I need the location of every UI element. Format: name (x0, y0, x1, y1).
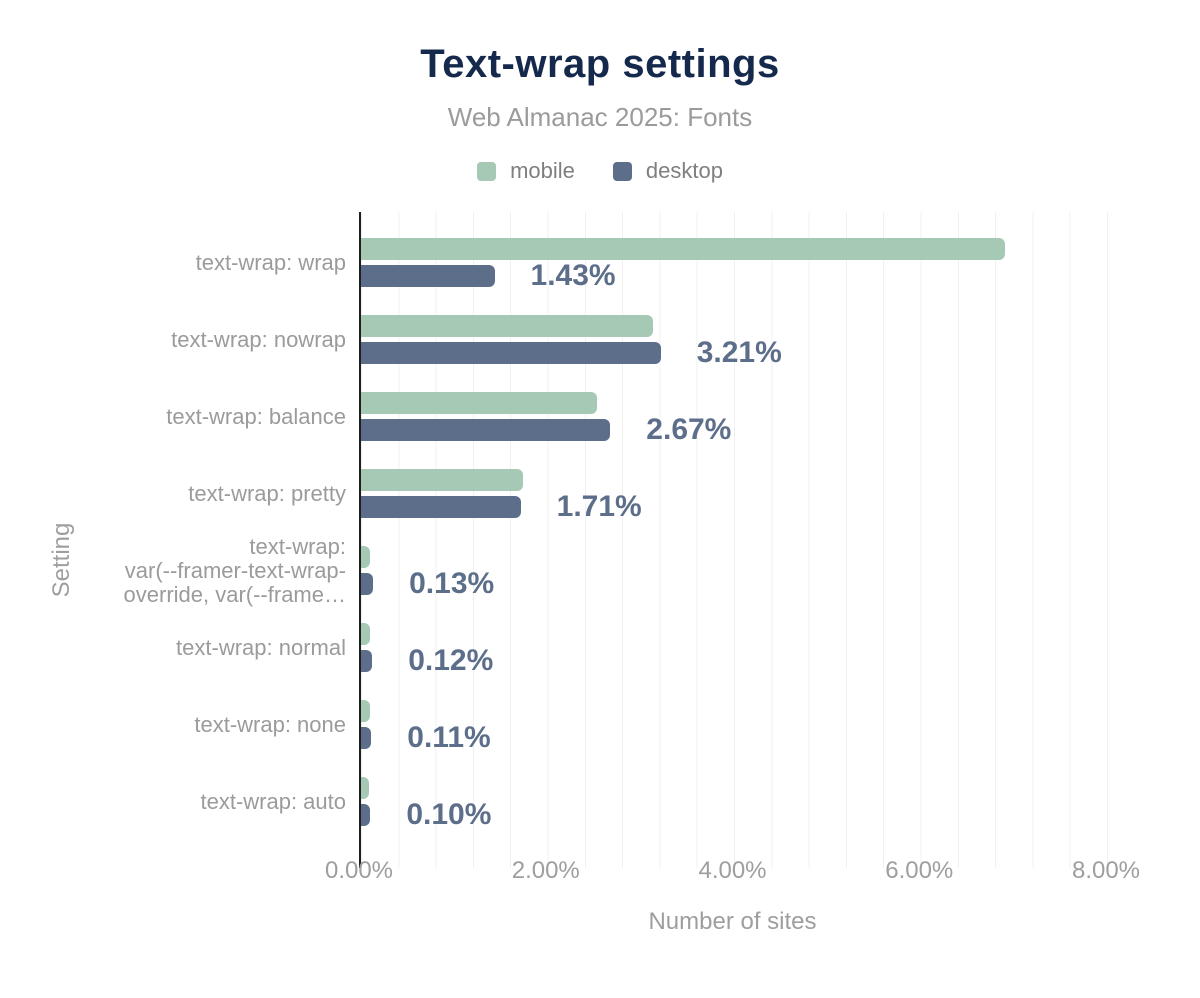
category-label: text-wrap: wrap (195, 249, 346, 275)
plot-area: 1.43% 3.21% 2.67% 1.71% 0.13% 0.12% 0.11% 0.10% (359, 212, 1108, 868)
legend-item-mobile[interactable]: mobile (477, 158, 575, 184)
x-axis-ticks: 0.00% 2.00% 4.00% 6.00% 8.00% (325, 857, 1140, 885)
category-label-row: text-wrap: var(--framer-text-wrap-overrid… (0, 532, 346, 609)
legend: mobile desktop (0, 158, 1200, 184)
bar-group: 1.43% (361, 224, 1108, 301)
bar-desktop[interactable] (361, 419, 611, 441)
category-label: text-wrap: var(--framer-text-wrap-overrid… (123, 533, 346, 607)
category-label-row: text-wrap: nowrap (0, 301, 346, 378)
x-tick-label: 2.00% (511, 857, 580, 884)
bar-desktop[interactable] (361, 342, 661, 364)
x-tick-label: 0.00% (324, 857, 394, 884)
bar-group: 3.21% (361, 301, 1108, 378)
legend-label-mobile: mobile (510, 158, 575, 183)
bar-desktop-row: 2.67% (361, 413, 1108, 446)
x-tick-label: 4.00% (698, 857, 767, 884)
bar-desktop[interactable] (361, 573, 374, 595)
value-label: 0.13% (409, 567, 495, 600)
bar-mobile[interactable] (361, 546, 371, 568)
bar-desktop[interactable] (361, 650, 373, 672)
bar-group: 0.11% (361, 686, 1108, 763)
legend-item-desktop[interactable]: desktop (612, 158, 723, 184)
category-label: text-wrap: none (194, 711, 346, 737)
bar-group: 0.12% (361, 609, 1108, 686)
bar-desktop-row: 0.11% (361, 721, 1108, 754)
bar-mobile[interactable] (361, 623, 371, 645)
bar-desktop[interactable] (361, 804, 371, 826)
bar-desktop[interactable] (361, 496, 521, 518)
chart-title: Text-wrap settings (420, 42, 780, 86)
bar-desktop[interactable] (361, 727, 372, 749)
category-label: text-wrap: balance (166, 403, 346, 429)
bar-mobile[interactable] (361, 392, 598, 414)
bar-desktop-row: 0.13% (361, 567, 1108, 600)
bar-desktop-row: 0.10% (361, 798, 1108, 831)
value-label: 3.21% (696, 336, 782, 369)
category-label: text-wrap: normal (176, 634, 346, 660)
value-label: 0.11% (407, 721, 491, 754)
bar-desktop-row: 1.71% (361, 490, 1108, 523)
chart-subtitle: Web Almanac 2025: Fonts (447, 102, 753, 132)
x-tick-label: 8.00% (1071, 857, 1141, 884)
category-label-row: text-wrap: normal (0, 609, 346, 686)
category-label-row: text-wrap: balance (0, 378, 346, 455)
category-labels: text-wrap: wrap text-wrap: nowrap text-wra… (0, 224, 346, 840)
category-label: text-wrap: auto (200, 788, 346, 814)
value-label: 2.67% (646, 413, 732, 446)
bar-mobile[interactable] (361, 777, 370, 799)
bar-mobile[interactable] (361, 700, 371, 722)
category-label-row: text-wrap: auto (0, 763, 346, 840)
value-label: 1.43% (530, 259, 616, 292)
category-label-row: text-wrap: wrap (0, 224, 346, 301)
bar-desktop-row: 0.12% (361, 644, 1108, 677)
x-tick-label: 6.00% (885, 857, 954, 884)
value-label: 1.71% (556, 490, 642, 523)
category-label-row: text-wrap: pretty (0, 455, 346, 532)
mobile-swatch-icon (477, 161, 497, 181)
bar-mobile[interactable] (361, 238, 1006, 260)
bar-group: 1.71% (361, 455, 1108, 532)
bar-group: 0.13% (361, 532, 1108, 609)
bar-desktop[interactable] (361, 265, 495, 287)
category-label: text-wrap: pretty (188, 480, 346, 506)
value-label: 0.12% (408, 644, 494, 677)
x-axis-title: Number of sites (648, 908, 817, 935)
bar-group: 2.67% (361, 378, 1108, 455)
category-label-row: text-wrap: none (0, 686, 346, 763)
value-label: 0.10% (406, 798, 492, 831)
desktop-swatch-icon (612, 161, 632, 181)
bar-desktop-row: 1.43% (361, 259, 1108, 292)
bar-group: 0.10% (361, 763, 1108, 840)
bar-mobile[interactable] (361, 469, 523, 491)
legend-label-desktop: desktop (645, 158, 723, 183)
bar-desktop-row: 3.21% (361, 336, 1108, 369)
category-label: text-wrap: nowrap (171, 326, 346, 352)
bar-mobile[interactable] (361, 315, 654, 337)
